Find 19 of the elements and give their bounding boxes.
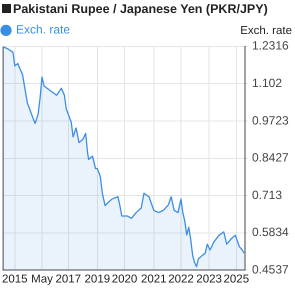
y-tick-label: 0.5834 bbox=[252, 225, 290, 240]
y-tick-label: 1.2316 bbox=[252, 38, 290, 53]
chart-title: Pakistani Rupee / Japanese Yen (PKR/JPY) bbox=[13, 2, 268, 16]
x-tick-label: 2025 bbox=[224, 273, 250, 286]
x-tick-label: 2019 bbox=[84, 273, 110, 286]
y-axis-title: Exch. rate bbox=[240, 25, 292, 37]
y-tick-label: 1.102 bbox=[252, 76, 282, 90]
x-tick-label: 2020 bbox=[112, 273, 138, 286]
y-tick-label: 0.8427 bbox=[252, 150, 290, 165]
y-tick-label: 0.9723 bbox=[252, 113, 290, 128]
x-tick-label: 2022 bbox=[168, 273, 194, 286]
y-tick-label: 0.4537 bbox=[252, 262, 290, 277]
legend-label: Exch. rate bbox=[16, 22, 70, 37]
x-tick-label: 2021 bbox=[140, 273, 167, 286]
x-tick-label: May bbox=[31, 273, 54, 286]
x-tick-label: 2023 bbox=[196, 273, 222, 286]
y-tick-label: 0.713 bbox=[252, 188, 282, 202]
x-tick-label: 2015 bbox=[2, 273, 28, 286]
x-tick-label: 2017 bbox=[55, 273, 82, 286]
